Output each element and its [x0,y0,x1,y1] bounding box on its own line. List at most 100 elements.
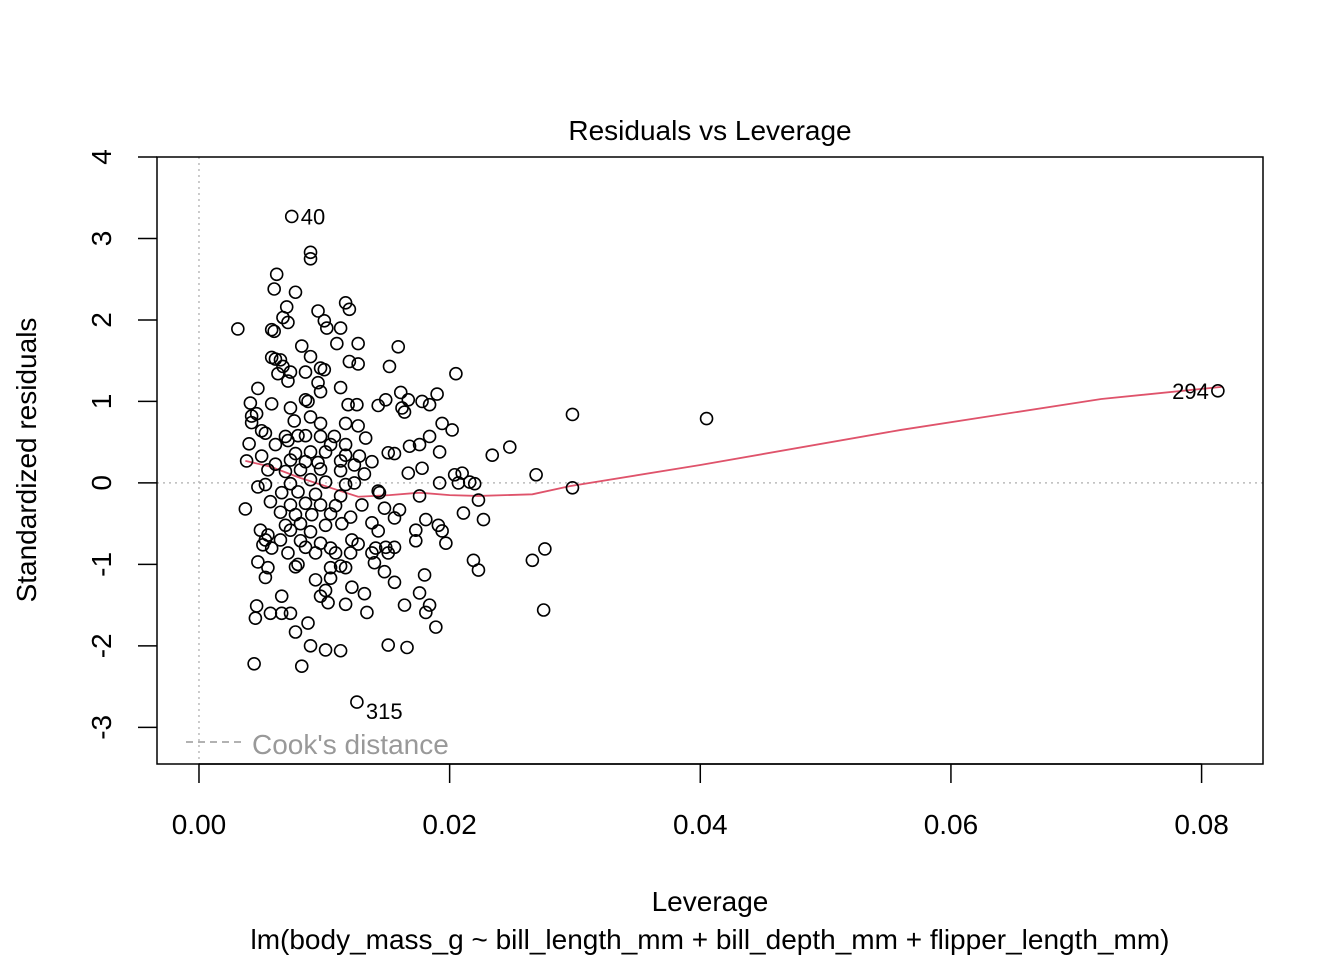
data-point [298,428,313,443]
data-point [502,440,517,454]
data-point [317,362,332,377]
data-point [445,423,459,437]
data-point [303,349,318,364]
data-point [261,560,275,575]
data-point [263,606,278,621]
data-point [365,454,379,469]
data-point [333,463,348,478]
data-point [311,455,325,470]
data-point [256,538,270,552]
data-point [422,397,437,412]
x-tick-label: 0.04 [673,809,728,840]
data-point [351,419,365,433]
x-axis-label: Leverage [652,886,769,917]
data-point [377,501,392,515]
y-tick-label: -3 [86,715,117,740]
data-point [323,507,338,521]
data-point [298,392,313,407]
data-point [291,557,305,572]
y-tick-label: 2 [86,312,117,328]
data-point [269,267,284,282]
data-point [429,620,443,634]
data-point [343,510,358,524]
data-point [381,638,396,652]
data-point [338,296,353,310]
data-point [471,563,486,577]
data-point [303,524,318,539]
data-point [449,366,463,381]
data-point [271,366,285,381]
data-point [247,656,261,671]
data-point [313,462,328,476]
data-point [371,484,386,498]
data-point [393,385,408,400]
model-formula-subtitle: lm(body_mass_g ~ bill_length_mm + bill_d… [250,924,1169,955]
data-point [308,573,323,587]
data-point [317,313,332,328]
data-point [365,546,379,560]
data-point [281,374,295,388]
y-tick-label: -1 [86,552,117,577]
data-point [258,570,273,585]
data-point [231,322,245,336]
data-point [313,384,328,399]
data-point [311,375,325,390]
data-point [430,387,444,401]
data-point [303,410,318,424]
x-tick-label: 0.02 [422,809,477,840]
data-point [258,426,273,441]
data-point [268,352,283,366]
data-point [293,516,308,531]
data-point [338,477,353,492]
x-tick-label: 0.00 [172,809,227,840]
data-point [239,454,254,468]
data-point [357,467,372,481]
data-point [352,449,367,463]
smooth-line-group [245,385,1223,498]
data-point [333,380,348,395]
points-group [231,209,1225,709]
data-point [248,611,263,625]
data-point [476,512,491,527]
point-label: 315 [366,699,403,724]
data-point [323,571,338,586]
data-point [304,507,319,522]
data-point [342,302,357,317]
data-point [401,392,416,407]
data-point [343,546,358,560]
data-point [408,523,423,537]
data-point [565,407,580,422]
data-point [412,586,427,600]
data-point [274,589,289,603]
data-point [412,437,427,452]
data-point [350,695,364,709]
y-tick-label: 4 [86,149,117,165]
data-point [471,493,486,507]
data-point [318,518,333,533]
data-point [432,476,447,490]
data-point [467,476,482,491]
data-point [281,315,295,330]
data-point [274,606,289,621]
point-label: 40 [301,204,325,229]
x-tick-label: 0.08 [1174,809,1229,840]
data-point [291,485,305,499]
data-point [264,322,279,337]
data-point [254,423,269,438]
data-point [318,445,333,459]
data-point [294,659,309,674]
data-point [303,252,318,266]
data-point [387,446,402,461]
data-point [342,354,357,369]
y-tick-label: 3 [86,231,117,247]
data-point [447,467,462,482]
data-point [254,449,269,463]
data-point [338,437,353,452]
data-point [381,546,396,560]
data-point [267,324,281,339]
data-point [273,505,288,520]
data-point [400,640,414,655]
data-point [485,448,500,463]
y-axis: -3 -2 -1 0 1 2 3 4 [86,149,157,740]
y-tick-label: -2 [86,633,117,658]
